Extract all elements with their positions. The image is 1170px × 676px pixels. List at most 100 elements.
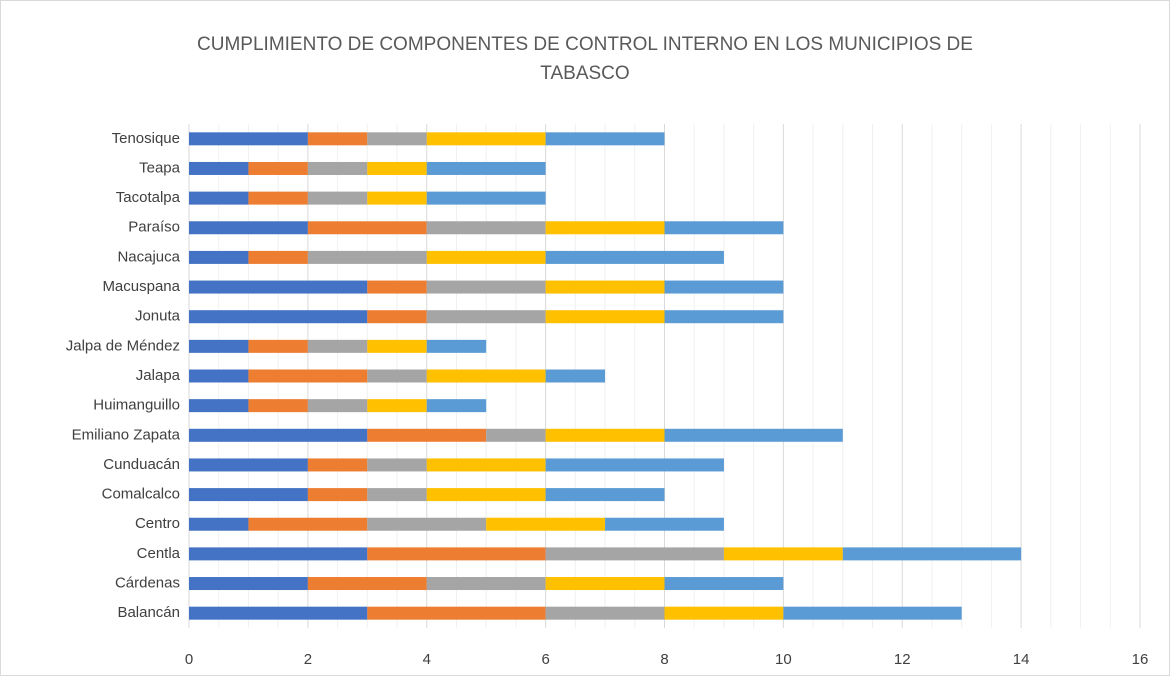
bar-segment [426, 132, 546, 146]
bar-segment [367, 280, 427, 294]
bar-segment [367, 547, 546, 561]
x-tick-label: 12 [894, 651, 911, 668]
bar-segment [426, 280, 546, 294]
bar-segment [189, 577, 308, 591]
x-tick-label: 8 [660, 651, 668, 668]
bar-segment [664, 606, 784, 620]
bar-segment [248, 161, 308, 175]
bar-segment [189, 132, 308, 146]
bar-segment [189, 310, 368, 324]
bar-segment [307, 132, 368, 146]
x-tick-label: 10 [775, 651, 792, 668]
bar-segment [307, 339, 368, 353]
y-tick-label: Paraíso [128, 219, 180, 236]
y-tick-label: Huimanguillo [93, 397, 180, 414]
bar-segment [545, 547, 724, 561]
bar-segment [664, 280, 784, 294]
bar-segment [367, 310, 427, 324]
bar-segment [486, 517, 606, 531]
bar-segment [664, 577, 784, 591]
bar-segment [248, 250, 308, 264]
bar-segment [367, 339, 427, 353]
y-tick-label: Jalpa de Méndez [66, 337, 180, 354]
bar-segment [189, 161, 249, 175]
y-tick-label: Teapa [139, 159, 181, 176]
bar-segment [248, 191, 308, 205]
bar-segment [426, 458, 546, 472]
bar-segment [545, 369, 606, 383]
bar-segment [545, 488, 665, 502]
bar-segment [723, 547, 843, 561]
y-tick-label: Macuspana [102, 278, 180, 295]
bar-segment [426, 488, 546, 502]
bar-segment [189, 221, 308, 235]
bar-segment [426, 369, 546, 383]
bar-segment [307, 458, 368, 472]
bar-segment [189, 280, 368, 294]
bar-segment [426, 577, 546, 591]
bar-segment [664, 428, 843, 442]
y-tick-label: Cunduacán [103, 456, 180, 473]
y-tick-label: Balancán [117, 604, 180, 621]
bar-segment [367, 399, 427, 413]
x-tick-label: 0 [185, 651, 193, 668]
bar-segment [367, 606, 546, 620]
bar-segment [426, 250, 546, 264]
bar-segment [486, 428, 546, 442]
bar-segment [367, 161, 427, 175]
x-tick-label: 16 [1132, 651, 1149, 668]
bar-segment [367, 132, 427, 146]
x-tick-label: 14 [1013, 651, 1030, 668]
y-tick-label: Centro [135, 515, 180, 532]
bar-segment [307, 191, 368, 205]
bar-segment [248, 339, 308, 353]
bar-segment [605, 517, 724, 531]
chart-title: CUMPLIMIENTO DE COMPONENTES DE CONTROL I… [197, 34, 973, 84]
bar-segment [248, 517, 368, 531]
bar-segment [545, 606, 665, 620]
bar-segment [248, 369, 368, 383]
y-tick-label: Tacotalpa [116, 189, 181, 206]
bar-segment [189, 399, 249, 413]
bar-segment [189, 250, 249, 264]
bar-segment [545, 280, 665, 294]
y-tick-label: Cárdenas [115, 574, 180, 591]
bar-segment [545, 458, 724, 472]
bar-segment [426, 339, 487, 353]
bar-segment [367, 458, 427, 472]
bar-segment [426, 310, 546, 324]
bar-segment [367, 517, 487, 531]
bar-segment [189, 517, 249, 531]
bar-segment [545, 428, 665, 442]
bar-segment [367, 428, 487, 442]
bar-segment [545, 250, 724, 264]
x-tick-label: 2 [304, 651, 312, 668]
y-tick-label: Tenosique [112, 130, 180, 147]
bar-segment [189, 547, 368, 561]
bar-segment [545, 310, 665, 324]
bar-segment [367, 369, 427, 383]
bar-segment [189, 458, 308, 472]
x-tick-label: 6 [541, 651, 549, 668]
bar-segment [307, 161, 368, 175]
bar-segment [189, 191, 249, 205]
bar-segment [307, 221, 427, 235]
bar-segment [367, 488, 427, 502]
bar-segment [545, 221, 665, 235]
bar-segment [367, 191, 427, 205]
bar-segment [307, 577, 427, 591]
bar-segment [426, 191, 546, 205]
bar-segment [545, 132, 665, 146]
y-tick-label: Jalapa [136, 367, 181, 384]
bar-segment [189, 488, 308, 502]
y-tick-label: Comalcalco [102, 486, 180, 503]
bar-segment [783, 606, 962, 620]
bar-segment [664, 310, 784, 324]
bar-segment [426, 161, 546, 175]
bar-segment [189, 339, 249, 353]
y-tick-label: Nacajuca [117, 248, 180, 265]
bar-segment [426, 221, 546, 235]
bar-segment [307, 399, 368, 413]
